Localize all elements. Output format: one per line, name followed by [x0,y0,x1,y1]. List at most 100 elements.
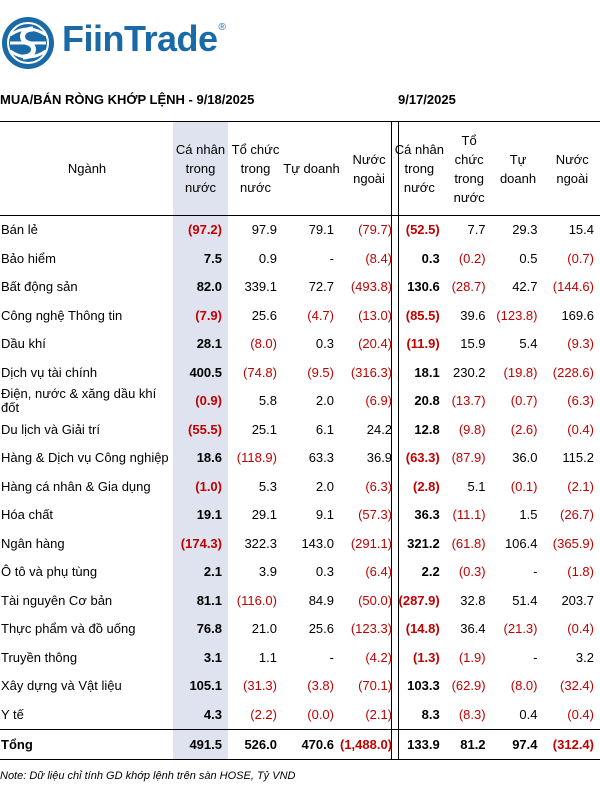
value-cell: (228.6) [552,364,594,380]
value-cell: (3.8) [307,678,334,694]
table-row: Bất động sản 82.0 339.1 72.7 (493.8) [0,273,399,302]
value-cell: (123.8) [496,307,538,323]
value-cell: (2.6) [510,421,538,437]
value-cell: 7.7 [467,222,486,238]
header-sector: Ngành [0,121,173,216]
value-cell: (8.0) [250,336,277,352]
value-cell: 169.6 [561,307,594,323]
value-cell: (6.3) [365,478,393,494]
value-cell: (85.5) [405,307,440,323]
value-cell: (1.8) [567,564,594,580]
value-cell: (8.4) [365,250,393,266]
header-foreign: Nước ngoài [544,121,600,216]
value-cell: (31.3) [243,678,277,694]
value-cell: 51.4 [512,592,538,608]
value-cell: (116.0) [236,592,277,608]
value-cell: 321.2 [407,535,440,551]
table-row: Dầu khí 28.1 (8.0) 0.3 (20.4) [0,330,399,359]
value-cell: 36.4 [460,621,486,637]
value-cell: 25.1 [251,421,277,437]
value-cell: (70.1) [358,678,393,694]
header-foreign: Nước ngoài [340,121,399,216]
value-cell: (97.2) [173,215,228,245]
value-cell: (0.1) [510,478,538,494]
value-cell: 2.1 [173,558,228,587]
table-row: Công nghệ Thông tin (7.9) 25.6 (4.7) (13.0) [0,301,399,330]
sector-name: Truyền thông [1,649,78,665]
table-row: 321.2 (61.8) 106.4 (365.9) [392,530,600,559]
table-row: Ô tô và phụ tùng 2.1 3.9 0.3 (6.4) [0,558,399,587]
value-cell: (21.3) [503,621,538,637]
sector-name: Công nghệ Thông tin [1,307,123,323]
value-cell: - [329,250,334,266]
value-cell: (0.7) [567,250,594,266]
value-cell: 339.1 [244,279,277,295]
value-cell: (61.8) [451,535,486,551]
value-cell: 4.3 [173,700,228,730]
table-row: 20.8 (13.7) (0.7) (6.3) [392,387,600,416]
value-cell: (79.7) [358,222,393,238]
value-cell: 0.5 [519,250,538,266]
value-cell: (6.9) [365,393,393,409]
value-cell: 3.9 [258,564,277,580]
value-cell: (0.4) [567,621,594,637]
value-cell: 19.1 [173,501,228,530]
value-cell: (32.4) [560,678,594,694]
sector-name: Bảo hiểm [1,250,56,266]
table-row: Xây dựng và Vật liệu 105.1 (31.3) (3.8) (70.… [0,672,399,701]
value-cell: (6.3) [567,393,594,409]
value-cell: 0.3 [315,564,334,580]
table-row: Hàng cá nhân & Gia dụng (1.0) 5.3 2.0 (6.3) [0,472,399,501]
value-cell: 3.1 [173,643,228,672]
value-cell: (6.4) [365,564,393,580]
sector-name: Bất động sản [1,279,78,295]
value-cell: (0.7) [510,393,538,409]
table-row: 103.3 (62.9) (8.0) (32.4) [392,672,600,701]
value-cell: (20.4) [358,336,393,352]
value-cell: (14.8) [405,621,440,637]
table-row: (63.3) (87.9) 36.0 115.2 [392,444,600,473]
value-cell: (1.0) [173,472,228,501]
total-value: 526.0 [228,729,283,760]
value-cell: (2.2) [250,706,277,722]
table-body-previous: (52.5) 7.7 29.3 15.4 0.3 (0.2) 0.5 (0.7) 130.6 (2… [392,216,600,730]
sector-name: Ô tô và phụ tùng [1,564,98,580]
value-cell: 103.3 [407,678,440,694]
header-individual: Cá nhân trong nước [391,121,447,216]
value-cell: 97.9 [251,222,277,238]
value-cell: (4.2) [365,649,393,665]
value-cell: (0.2) [458,250,486,266]
value-cell: (316.3) [350,364,393,380]
value-cell: (2.8) [412,478,440,494]
table-row: Truyền thông 3.1 1.1 - (4.2) [0,643,399,672]
sector-name: Tài nguyên Cơ bản [1,592,113,608]
header-individual: Cá nhân trong nước [173,121,228,216]
value-cell: 29.3 [512,222,538,238]
value-cell: (9.5) [307,364,334,380]
value-cell: 130.6 [407,279,440,295]
value-cell: 39.6 [460,307,486,323]
brand-registered-mark: ® [218,21,226,33]
value-cell: 20.8 [414,393,440,409]
value-cell: 5.3 [258,478,277,494]
value-cell: 3.2 [575,649,594,665]
sector-name: Bán lẻ [1,222,38,238]
value-cell: 25.6 [251,307,277,323]
brand-name: FiinTrade [62,18,218,59]
value-cell: 143.0 [301,535,334,551]
total-row: 133.9 81.2 97.4 (312.4) [391,729,600,760]
table-row: Bán lẻ (97.2) 97.9 79.1 (79.7) [0,215,399,245]
footnote: Note: Dữ liệu chỉ tính GD khớp lệnh trên… [0,770,296,782]
value-cell: 105.1 [173,672,228,701]
total-value: (1,488.0) [340,729,399,760]
value-cell: 230.2 [453,364,486,380]
table-row: Y tế 4.3 (2.2) (0.0) (2.1) [0,700,399,730]
table-row: Hàng & Dịch vụ Công nghiệp 18.6 (118.9) 63.… [0,444,399,473]
value-cell: 5.8 [258,393,277,409]
value-cell: (87.9) [451,450,486,466]
sector-name: Xây dựng và Vật liệu [1,678,122,694]
value-cell: 63.3 [308,450,334,466]
value-cell: 81.1 [173,586,228,615]
value-cell: (0.9) [173,387,228,416]
total-value: 97.4 [491,729,545,760]
